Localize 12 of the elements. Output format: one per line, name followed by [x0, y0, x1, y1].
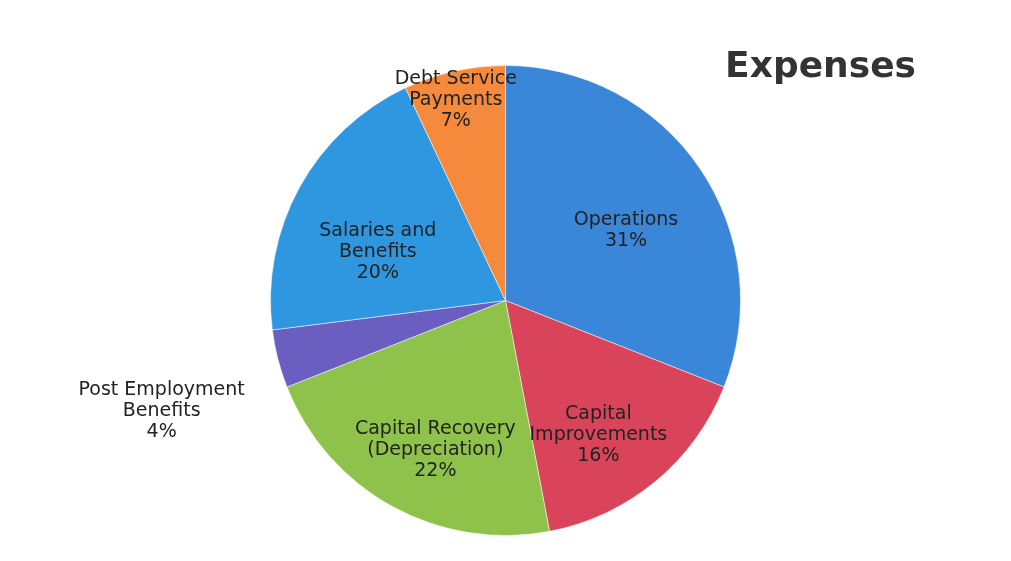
data-label: 20%: [356, 260, 399, 283]
slice-label: Salaries and Benefits: [319, 218, 437, 262]
data-label: 4%: [146, 418, 177, 441]
data-label: 31%: [604, 227, 648, 250]
data-label: 16%: [577, 442, 620, 465]
slice-label: Operations: [573, 206, 679, 229]
data-label: 22%: [414, 458, 457, 481]
slice-label: Capital Improvements: [529, 400, 668, 444]
slice-label: Post Employment Benefits: [78, 376, 245, 420]
data-label: 7%: [440, 108, 471, 131]
slice-label: Capital Recovery (Depreciation): [354, 416, 516, 460]
text: Expenses: [725, 44, 916, 85]
